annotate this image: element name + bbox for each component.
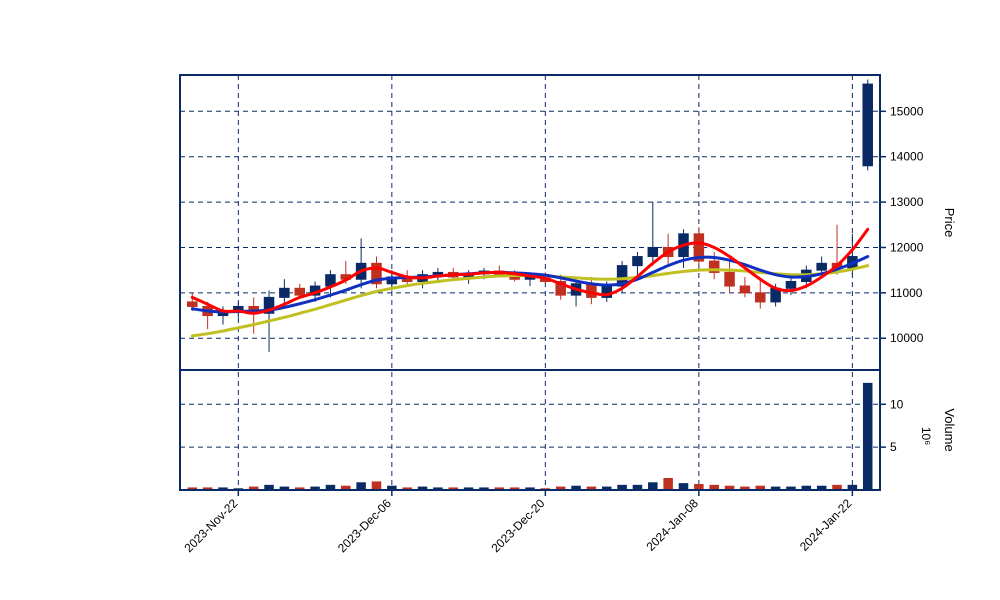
svg-text:15000: 15000 (890, 104, 924, 118)
candlestick-chart: 10000 11000 12000 13000 14000 15000 Price 5 10 10… (0, 0, 1000, 600)
svg-text:14000: 14000 (890, 150, 924, 164)
svg-text:11000: 11000 (890, 286, 923, 300)
svg-text:13000: 13000 (890, 195, 924, 209)
chart-container: { "chart": { "type": "candlestick", "wid… (0, 0, 1000, 600)
svg-text:10⁶: 10⁶ (919, 427, 933, 445)
svg-text:10: 10 (890, 397, 904, 411)
svg-text:Price: Price (942, 208, 957, 238)
svg-text:5: 5 (890, 440, 897, 454)
svg-text:12000: 12000 (890, 240, 924, 254)
svg-text:Volume: Volume (942, 408, 957, 451)
svg-text:10000: 10000 (890, 331, 924, 345)
